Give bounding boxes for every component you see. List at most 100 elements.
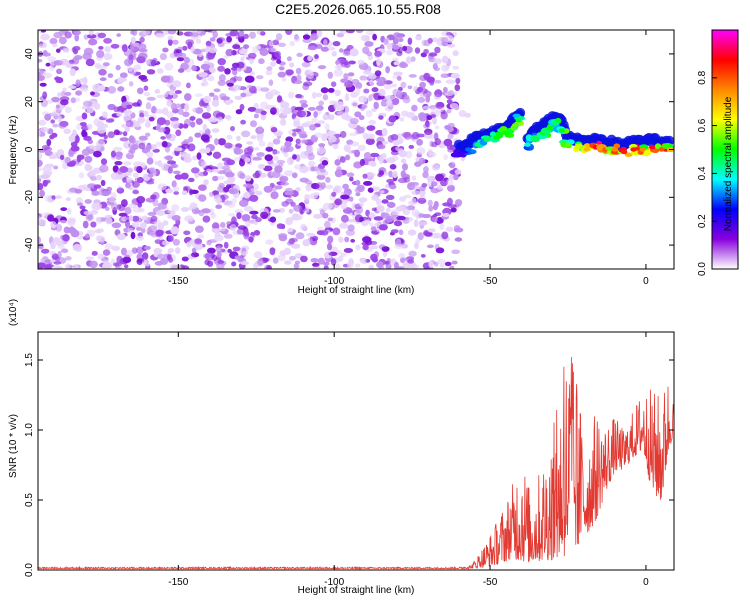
spectrogram-cell — [133, 64, 142, 71]
spectrogram-cell — [53, 60, 64, 66]
spectrogram-cell — [358, 95, 368, 103]
spectrogram-cell — [464, 112, 471, 118]
spectrogram-cell — [335, 263, 341, 269]
spectrogram-cell — [331, 51, 337, 57]
spectrogram-cell — [85, 256, 95, 261]
spectrogram-cell — [241, 154, 246, 160]
spectrogram-cell — [130, 30, 135, 35]
spectrogram-cell — [374, 50, 382, 57]
spectrogram-cell — [430, 107, 438, 113]
spectrogram-cell — [138, 43, 147, 51]
spectrogram-cell — [38, 68, 45, 75]
spectrogram-cell — [426, 175, 435, 182]
spectrogram-cell — [249, 31, 256, 39]
spectrogram-cell — [368, 160, 376, 165]
spectrogram-cell — [223, 241, 229, 249]
spectrogram-cell — [299, 99, 308, 105]
spectrogram-cell — [201, 112, 212, 119]
spectrogram-peak — [524, 142, 531, 147]
spectrogram-cell — [131, 221, 140, 228]
spectrogram-cell — [406, 56, 412, 63]
spectrogram-cell — [90, 209, 99, 215]
spectrogram-cell — [301, 61, 311, 68]
spectrogram-cell — [624, 152, 633, 157]
spectrogram-cell — [331, 191, 337, 197]
spectrogram-cell — [280, 181, 289, 186]
spectrogram-cell — [44, 195, 52, 202]
spectrogram-cell — [356, 186, 364, 190]
spectrogram-cell — [190, 121, 196, 128]
spectrogram-cell — [189, 239, 196, 245]
spectrogram-cell — [427, 228, 436, 233]
spectrogram-cell — [122, 177, 127, 183]
spectrogram-cell — [207, 52, 215, 60]
spectrogram-cell — [102, 111, 108, 119]
spectrogram-cell — [167, 38, 173, 46]
spectrogram-cell — [173, 147, 183, 152]
spectrogram-peak — [620, 149, 628, 155]
spectrogram-cell — [326, 114, 333, 120]
spectrogram-cell — [226, 159, 235, 166]
spectrogram-cell — [325, 176, 331, 183]
spectrogram-cell — [443, 154, 449, 161]
spectrogram-cell — [358, 115, 365, 121]
spectrogram-cell — [83, 210, 92, 216]
spectrogram-cell — [272, 257, 279, 264]
spectrogram-cell — [231, 198, 237, 204]
spectrogram-cell — [55, 265, 63, 269]
spectrogram-cell — [172, 238, 180, 246]
spectrogram-cell — [295, 67, 302, 75]
spectrogram-cell — [274, 185, 283, 190]
spectrogram-cell — [226, 134, 233, 140]
spectrogram-cell — [334, 101, 345, 106]
spectrogram-cell — [411, 190, 421, 195]
spectrogram-cell — [449, 265, 455, 269]
spectrogram-cell — [283, 260, 292, 265]
spectrogram-cell — [407, 259, 414, 264]
spectrogram-cell — [325, 184, 334, 190]
spectrogram-cell — [247, 106, 257, 112]
spectrogram-cell — [393, 71, 403, 76]
spectrogram-cell — [42, 52, 51, 57]
spectrogram-cell — [263, 165, 273, 172]
spectrogram-cell — [81, 112, 88, 120]
spectrogram-cell — [267, 141, 274, 148]
spectrogram-cell — [133, 161, 143, 168]
spectrogram-cell — [113, 129, 120, 136]
spectrogram-cell — [122, 131, 128, 137]
spectrogram-cell — [59, 154, 65, 160]
spectrogram-peak — [530, 135, 537, 140]
spectrogram-cell — [303, 81, 313, 87]
spectrogram-peak — [564, 142, 572, 147]
spectrogram-cell — [362, 132, 369, 140]
spectrogram-cell — [154, 160, 161, 166]
spectrogram-cell — [201, 208, 211, 214]
spectrogram-cell — [44, 150, 54, 156]
spectrogram-cell — [413, 219, 419, 228]
spectrogram-cell — [442, 212, 450, 218]
spectrogram-cell — [143, 85, 149, 91]
spectrogram-cell — [407, 85, 413, 90]
spectrogram-cell — [200, 134, 210, 142]
spectrogram-cell — [77, 202, 83, 206]
spectrogram-cell — [269, 216, 276, 223]
spectrogram-cell — [455, 199, 463, 207]
spectrogram-cell — [333, 185, 340, 194]
spectrogram-cell — [361, 220, 369, 227]
spectrogram-cell — [72, 244, 83, 252]
spectrogram-cell — [159, 53, 167, 61]
spectrogram-cell — [183, 156, 192, 163]
spectrogram-cell — [276, 59, 282, 64]
spectrogram-cell — [125, 176, 132, 183]
spectrogram-cell — [318, 100, 325, 106]
spectrogram-cell — [195, 118, 203, 125]
spectrogram-cell — [217, 138, 226, 146]
spectrogram-cell — [334, 169, 343, 178]
spectrogram-cell — [411, 104, 418, 112]
spectrogram-cell — [246, 84, 253, 89]
spectrogram-cell — [113, 146, 123, 152]
spectrogram-cell — [455, 77, 461, 85]
spectrogram-cell — [157, 253, 166, 260]
spectrogram-cell — [80, 87, 89, 92]
spectrogram-cell — [365, 30, 375, 35]
